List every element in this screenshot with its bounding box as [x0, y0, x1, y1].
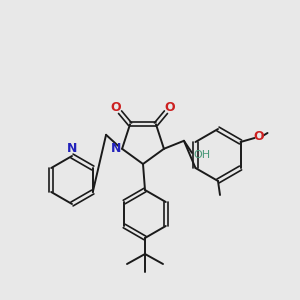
Text: N: N: [67, 142, 77, 155]
Text: O: O: [253, 130, 264, 142]
Text: N: N: [111, 142, 121, 155]
Text: O: O: [111, 101, 122, 114]
Text: OH: OH: [194, 150, 211, 160]
Text: O: O: [165, 101, 175, 114]
